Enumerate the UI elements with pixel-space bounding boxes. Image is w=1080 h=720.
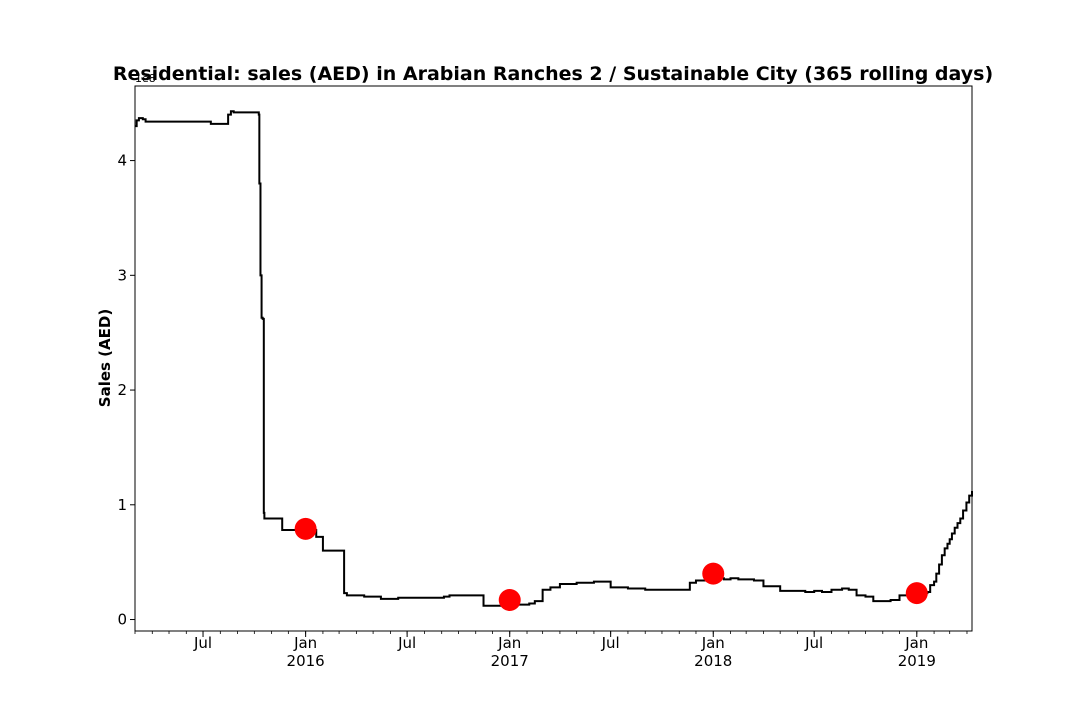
x-tick-label: Jul (193, 634, 212, 652)
highlight-point (294, 517, 317, 540)
y-tick-label: 3 (117, 266, 127, 284)
x-tick-label: Jul (601, 634, 620, 652)
x-tick-label: Jan (497, 634, 521, 652)
chart-title: Residential: sales (AED) in Arabian Ranc… (113, 63, 993, 85)
y-tick-label: 1 (117, 496, 127, 514)
x-tick-label: Jan (904, 634, 928, 652)
y-tick-label: 2 (117, 381, 127, 399)
highlight-point (498, 589, 521, 612)
x-tick-year-label: 2019 (898, 652, 936, 670)
highlight-point (702, 562, 725, 585)
plot-frame (134, 85, 973, 632)
y-tick-label: 4 (117, 152, 127, 170)
x-tick-label: Jan (293, 634, 317, 652)
x-tick-label: Jul (804, 634, 823, 652)
plot-content (135, 110, 973, 612)
x-tick-label: Jul (397, 634, 416, 652)
x-tick-year-label: 2016 (287, 652, 325, 670)
x-tick-year-label: 2018 (694, 652, 732, 670)
highlight-point (905, 582, 928, 605)
sales-step-line (135, 110, 973, 607)
y-axis-label: Sales (AED) (96, 309, 114, 407)
x-tick-label: Jan (701, 634, 725, 652)
y-axis-offset-label: 1e8 (135, 72, 156, 85)
x-tick-year-label: 2017 (491, 652, 529, 670)
y-tick-label: 0 (117, 611, 127, 629)
